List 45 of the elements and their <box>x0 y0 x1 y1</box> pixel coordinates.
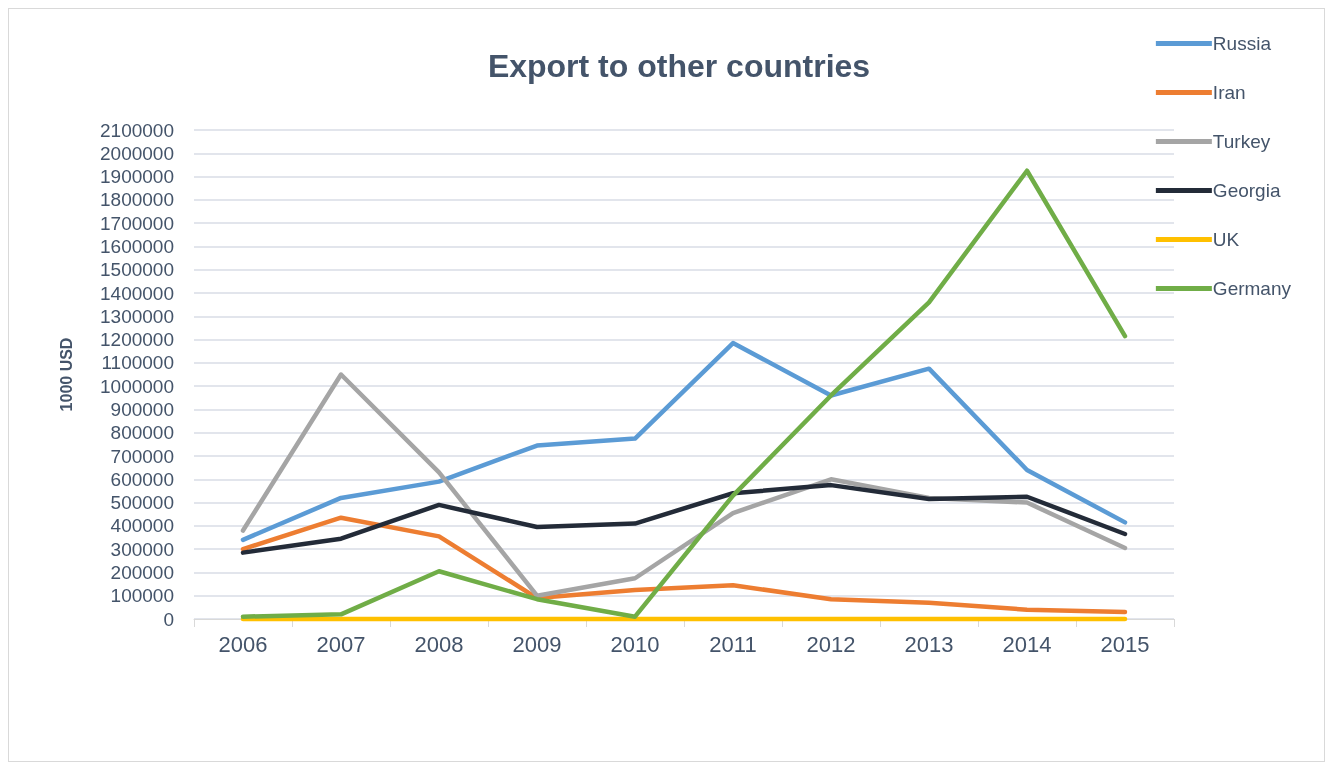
y-tick-label: 1500000 <box>100 259 174 281</box>
y-tick-label: 200000 <box>110 561 174 583</box>
legend-label: Germany <box>1212 278 1292 299</box>
y-tick-label: 1200000 <box>100 329 174 351</box>
chart-title: Export to other countries <box>487 48 871 84</box>
x-tick-label: 2012 <box>806 631 856 657</box>
line-series <box>240 372 1128 598</box>
y-tick-label: 700000 <box>110 445 174 467</box>
x-tick-label: 2008 <box>414 631 464 657</box>
y-tick-label: 1900000 <box>100 166 174 188</box>
y-tick-label: 1400000 <box>100 282 174 304</box>
x-tick-label: 2011 <box>709 631 757 657</box>
y-tick-label: 1600000 <box>100 235 174 257</box>
line-series <box>240 168 1128 619</box>
y-tick-label: 300000 <box>110 538 174 560</box>
legend-label: UK <box>1212 229 1240 250</box>
y-tick-label: 900000 <box>110 398 174 420</box>
y-tick-label: 100000 <box>110 585 174 607</box>
y-tick-label: 800000 <box>110 422 174 444</box>
y-tick-label: 2100000 <box>100 119 174 141</box>
y-tick-label: 600000 <box>110 468 174 490</box>
x-tick-label: 2010 <box>610 631 660 657</box>
x-tick-label: 2007 <box>316 631 366 657</box>
x-tick-label: 2006 <box>218 631 268 657</box>
y-tick-label: 1100000 <box>101 352 174 374</box>
y-tick-label: 500000 <box>110 492 174 514</box>
y-tick-label: 0 <box>163 608 174 630</box>
legend-label: Turkey <box>1212 131 1271 152</box>
y-axis-title: 1000 USD <box>57 337 75 412</box>
y-tick-label: 400000 <box>110 515 174 537</box>
y-tick-label: 1800000 <box>100 189 174 211</box>
x-tick-label: 2015 <box>1100 631 1150 657</box>
y-tick-label: 1000000 <box>100 375 174 397</box>
legend-label: Russia <box>1212 33 1272 54</box>
x-tick-label: 2013 <box>904 631 954 657</box>
legend-label: Iran <box>1212 82 1246 103</box>
line-series <box>240 515 1128 615</box>
x-tick-label: 2014 <box>1002 631 1052 657</box>
legend-label: Georgia <box>1212 180 1281 201</box>
y-tick-label: 1700000 <box>100 212 174 234</box>
x-tick-label: 2009 <box>512 631 562 657</box>
y-tick-label: 1300000 <box>100 305 174 327</box>
line-series <box>240 482 1128 555</box>
y-tick-label: 2000000 <box>100 142 174 164</box>
line-series <box>240 340 1128 543</box>
